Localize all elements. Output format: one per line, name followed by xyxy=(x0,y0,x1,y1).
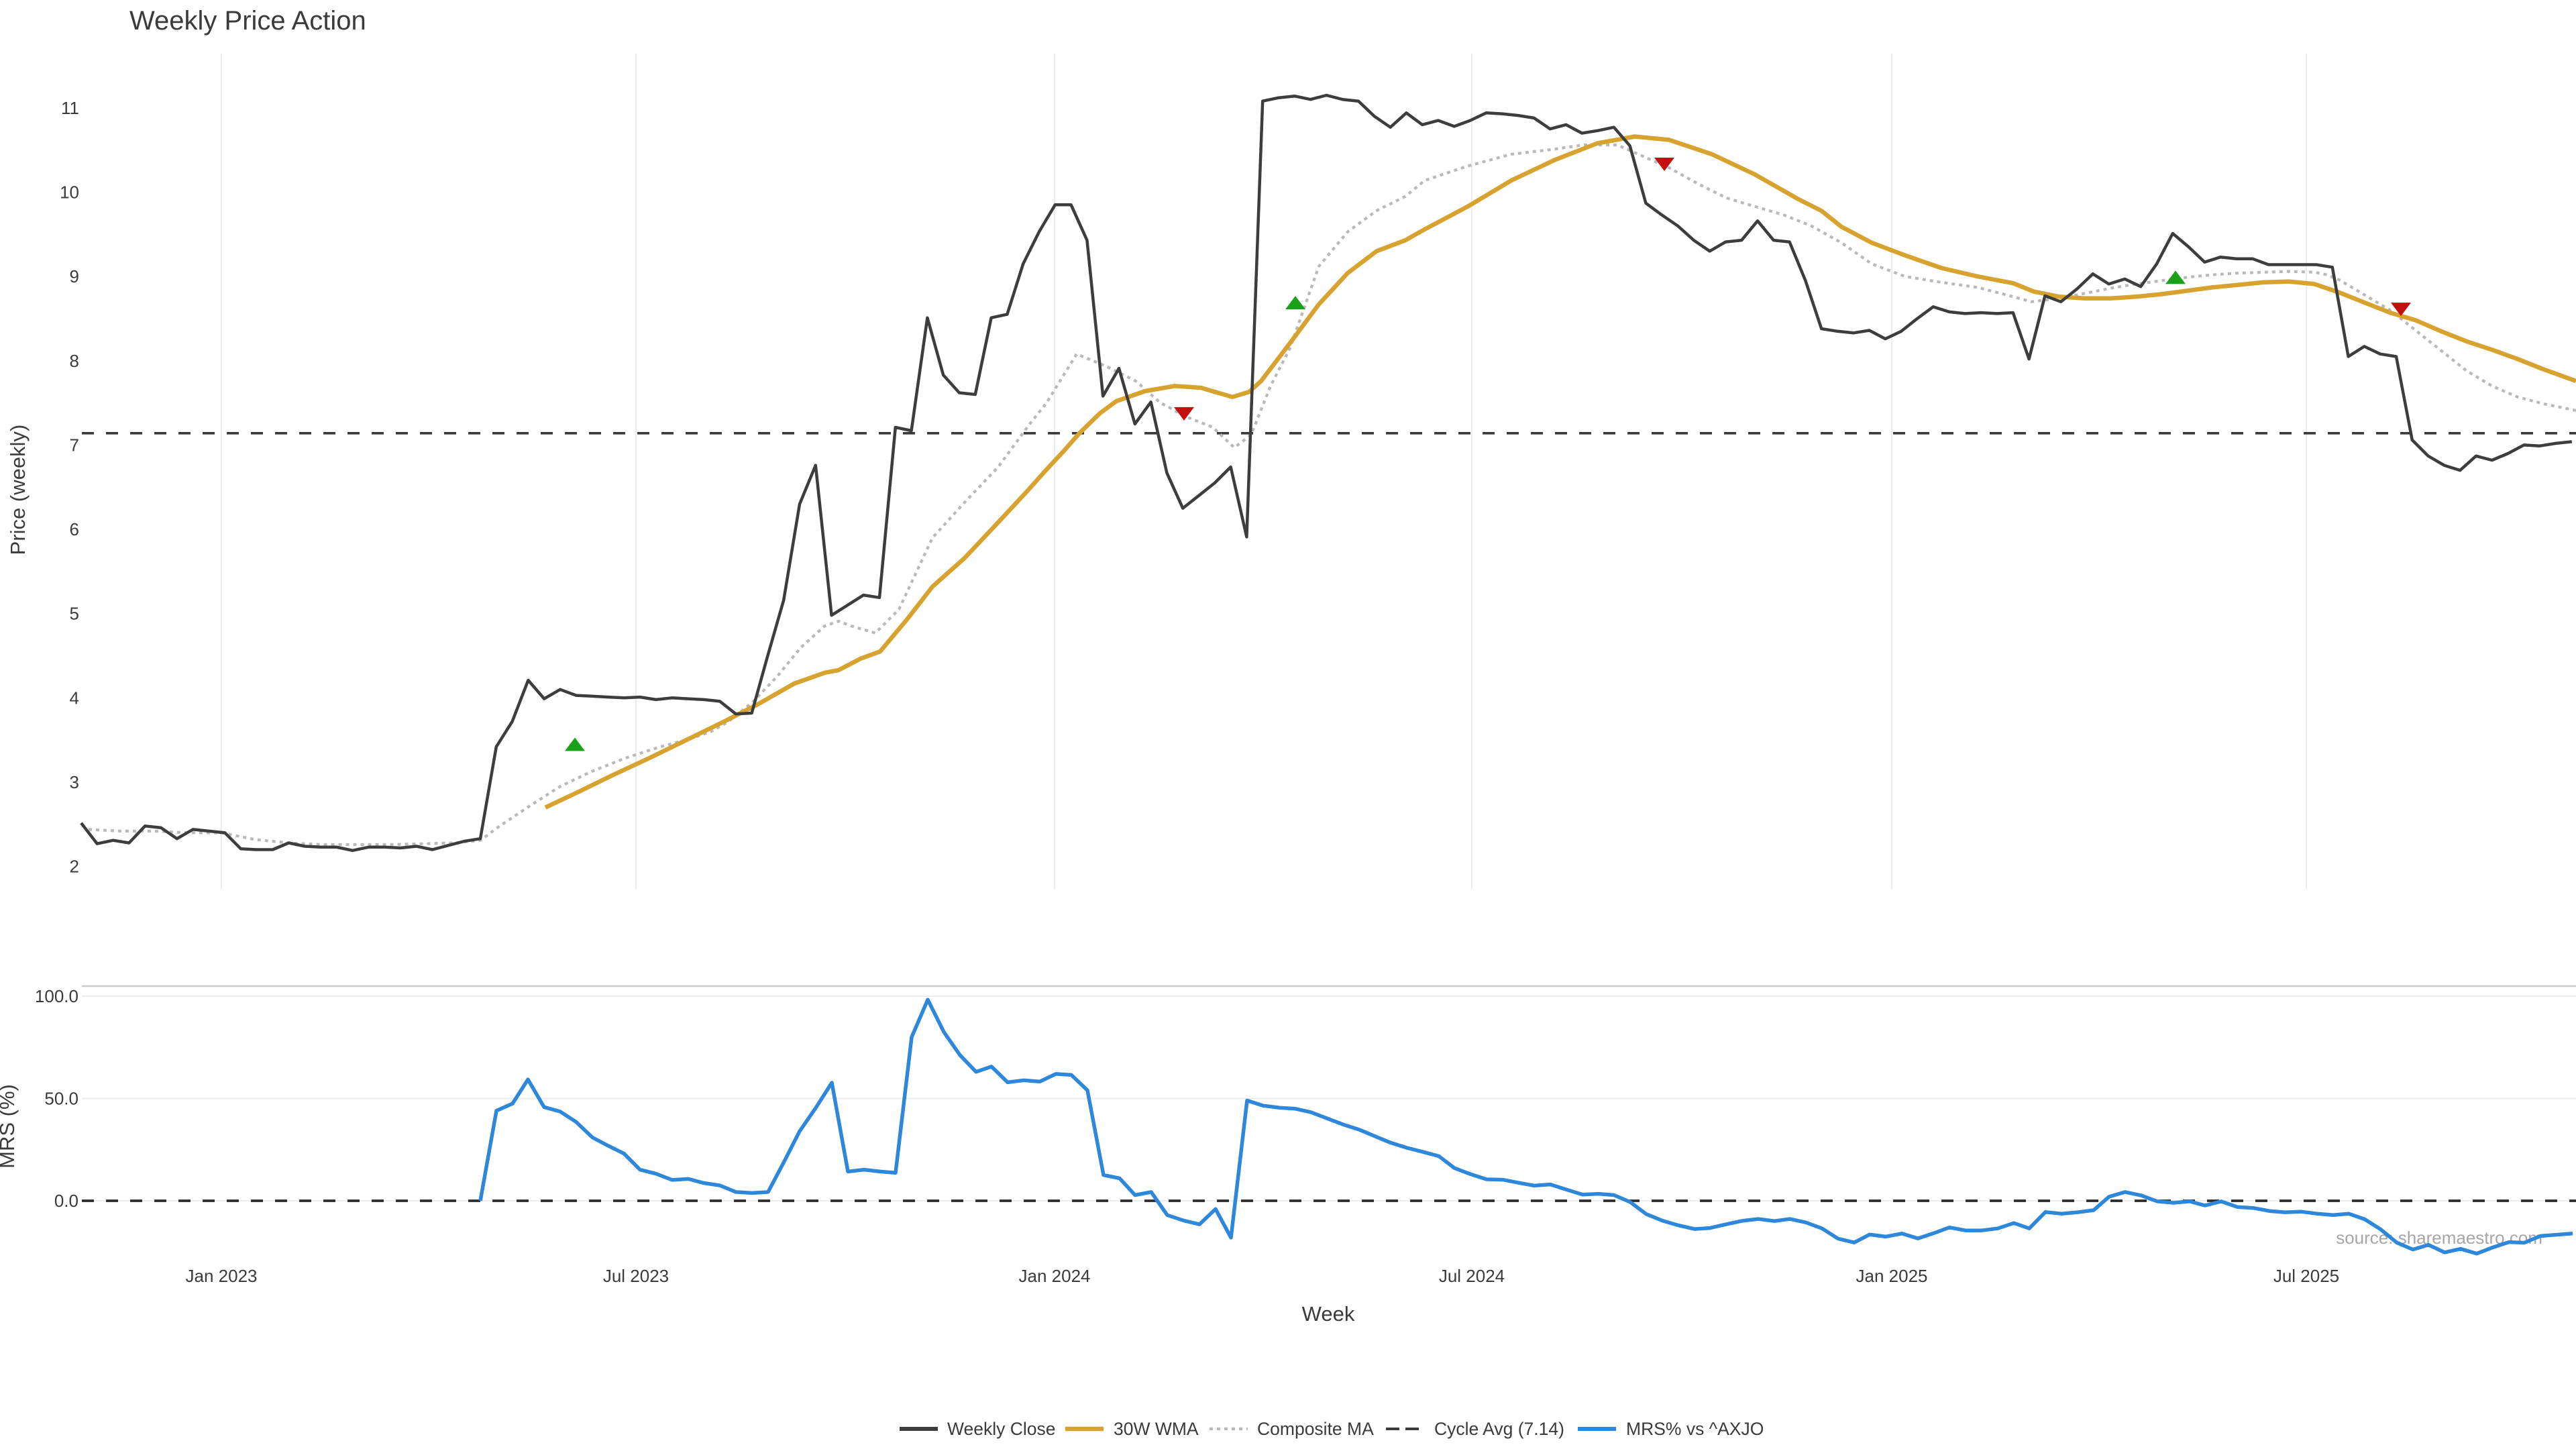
svg-text:30W WMA: 30W WMA xyxy=(1114,1419,1199,1439)
svg-text:MRS (%): MRS (%) xyxy=(0,1084,19,1169)
svg-text:Composite MA: Composite MA xyxy=(1257,1419,1374,1439)
svg-text:Jan 2023: Jan 2023 xyxy=(186,1266,258,1286)
svg-text:MRS% vs ^AXJO: MRS% vs ^AXJO xyxy=(1626,1419,1764,1439)
svg-text:50.0: 50.0 xyxy=(44,1089,78,1109)
svg-text:Weekly Price Action: Weekly Price Action xyxy=(129,6,366,36)
svg-text:Jan 2024: Jan 2024 xyxy=(1019,1266,1091,1286)
svg-text:source: sharemaestro.com: source: sharemaestro.com xyxy=(2336,1228,2542,1248)
svg-text:11: 11 xyxy=(61,98,79,118)
svg-text:9: 9 xyxy=(70,266,79,286)
svg-text:5: 5 xyxy=(70,604,79,624)
svg-text:100.0: 100.0 xyxy=(35,986,78,1006)
svg-text:Jul 2023: Jul 2023 xyxy=(603,1266,669,1286)
svg-text:0.0: 0.0 xyxy=(54,1191,78,1211)
svg-text:Jul 2024: Jul 2024 xyxy=(1439,1266,1505,1286)
svg-text:Cycle Avg (7.14): Cycle Avg (7.14) xyxy=(1434,1419,1564,1439)
svg-text:Price (weekly): Price (weekly) xyxy=(6,425,30,555)
svg-text:4: 4 xyxy=(70,688,79,708)
svg-text:8: 8 xyxy=(70,351,79,371)
svg-text:Jul 2025: Jul 2025 xyxy=(2273,1266,2339,1286)
svg-text:3: 3 xyxy=(70,772,79,792)
svg-text:Week: Week xyxy=(1302,1302,1355,1326)
svg-text:2: 2 xyxy=(70,857,79,877)
svg-text:Jan 2025: Jan 2025 xyxy=(1856,1266,1928,1286)
svg-text:6: 6 xyxy=(70,519,79,539)
svg-text:7: 7 xyxy=(70,435,79,455)
svg-text:Weekly Close: Weekly Close xyxy=(947,1419,1056,1439)
svg-text:10: 10 xyxy=(60,182,79,202)
